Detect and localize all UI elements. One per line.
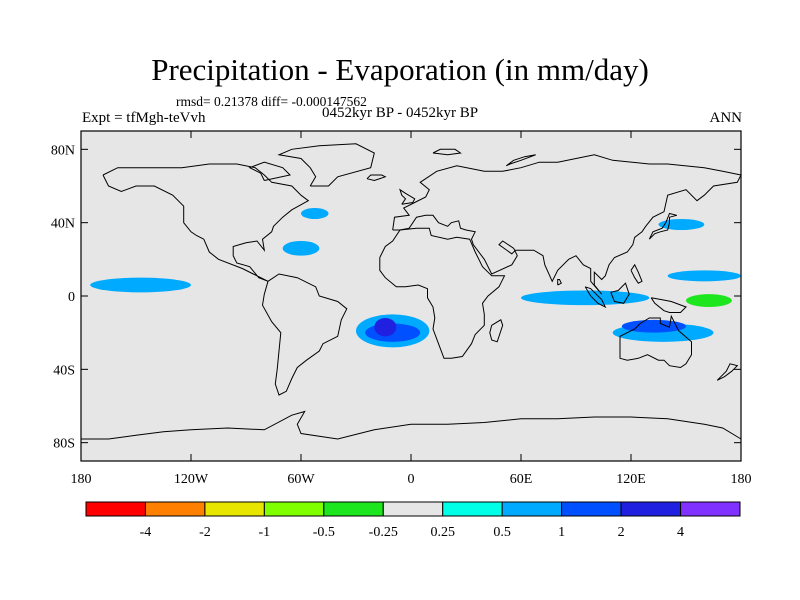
coastline-antarctica bbox=[81, 410, 742, 440]
colorbar-box bbox=[501, 501, 563, 517]
colorbar-label: -0.5 bbox=[313, 525, 335, 540]
x-tick-label: 180 bbox=[71, 472, 92, 487]
colorbar-box bbox=[204, 501, 265, 517]
anomaly-region-15 bbox=[301, 208, 329, 219]
coastline-north-america bbox=[102, 163, 310, 282]
colorbar-box bbox=[85, 501, 146, 517]
experiment-label: Expt = tfMgh-teVvh bbox=[82, 110, 206, 126]
colorbar-label: 1 bbox=[558, 525, 565, 540]
x-tick-label: 120E bbox=[616, 472, 646, 487]
colorbar-label: -2 bbox=[199, 525, 211, 540]
colorbar: -4 -2 -1 -0.5 -0.25 0.25 0.5 1 2 4 bbox=[85, 501, 741, 540]
coastline-madagascar bbox=[489, 319, 504, 343]
anomaly-region-3 bbox=[172, 292, 256, 306]
chart-title: Precipitation - Evaporation (in mm/day) bbox=[151, 52, 649, 87]
x-tick-label: 60W bbox=[287, 472, 315, 487]
colorbar-box bbox=[561, 501, 622, 517]
colorbar-box bbox=[323, 501, 384, 517]
colorbar-label: -4 bbox=[140, 525, 152, 540]
coastline-borneo bbox=[610, 282, 630, 304]
coastlines bbox=[81, 143, 742, 440]
coastline-baffin bbox=[248, 161, 292, 181]
period-label: 0452kyr BP - 0452kyr BP bbox=[322, 105, 479, 121]
x-tick-label: 180 bbox=[731, 472, 752, 487]
anomaly-region-17 bbox=[667, 270, 741, 282]
colorbar-label: -0.25 bbox=[369, 525, 398, 540]
colorbar-box bbox=[442, 501, 503, 517]
coastline-uk bbox=[399, 188, 416, 205]
anomaly-region-4 bbox=[328, 281, 384, 302]
coastline-philippines bbox=[630, 263, 643, 284]
coastline-novaya-zemlya bbox=[506, 154, 536, 167]
coastline-africa bbox=[379, 227, 506, 359]
anomaly-region-8 bbox=[521, 290, 650, 306]
anomaly-region-7 bbox=[374, 318, 397, 337]
y-tick-label: 40S bbox=[53, 363, 75, 378]
anomaly-region-16 bbox=[658, 219, 705, 230]
coastline-australia bbox=[619, 314, 692, 369]
colorbar-label: 4 bbox=[677, 525, 684, 540]
x-tick-label: 60E bbox=[510, 472, 533, 487]
colorbar-box bbox=[144, 501, 206, 517]
y-tick-label: 80N bbox=[51, 143, 75, 158]
colorbar-box bbox=[263, 501, 325, 517]
coastline-new-zealand bbox=[716, 363, 739, 381]
colorbar-label: 0.5 bbox=[493, 525, 511, 540]
anomaly-regions bbox=[90, 208, 741, 381]
coastline-eurasia bbox=[392, 154, 742, 295]
anomaly-region-14 bbox=[282, 241, 320, 256]
anomaly-region-1 bbox=[90, 277, 191, 293]
y-axis: 80N 40N 0 40S 80S bbox=[51, 143, 741, 452]
x-tick-label: 0 bbox=[408, 472, 415, 487]
x-tick-label: 120W bbox=[174, 472, 209, 487]
coastline-sumatra bbox=[584, 286, 607, 309]
colorbar-label: -1 bbox=[259, 525, 271, 540]
anomaly-region-10 bbox=[686, 294, 732, 308]
colorbar-box bbox=[382, 501, 444, 517]
coastline-sri-lanka bbox=[557, 279, 562, 286]
y-tick-label: 40N bbox=[51, 217, 75, 232]
colorbar-box bbox=[620, 501, 682, 517]
anomaly-region-18 bbox=[337, 369, 366, 381]
coastline-japan bbox=[648, 212, 677, 240]
coastline-svalbard bbox=[432, 148, 462, 156]
coastline-new-guinea bbox=[650, 297, 687, 313]
y-tick-label: 0 bbox=[68, 290, 75, 305]
coastline-iceland bbox=[366, 174, 387, 182]
anomaly-region-2 bbox=[90, 296, 173, 311]
x-axis: 180 120W 60W 0 60E 120E 180 bbox=[71, 131, 752, 487]
coastline-greenland bbox=[277, 143, 375, 187]
stats-label: rmsd= 0.21378 diff= -0.000147562 bbox=[176, 94, 367, 109]
colorbar-label: 0.25 bbox=[430, 525, 455, 540]
colorbar-box bbox=[680, 501, 741, 517]
colorbar-label: 2 bbox=[618, 525, 625, 540]
coastline-south-america bbox=[261, 273, 348, 396]
season-label: ANN bbox=[709, 110, 743, 126]
y-tick-label: 80S bbox=[53, 437, 75, 452]
